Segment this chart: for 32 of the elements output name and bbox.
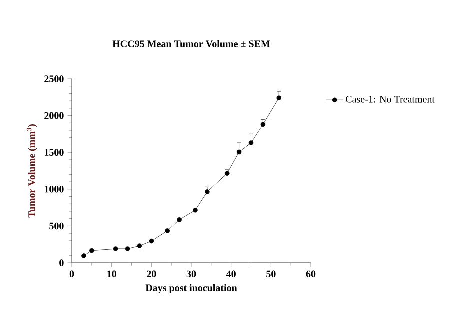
x-tick-label: 0	[70, 270, 74, 278]
y-tick-label: 2000	[44, 112, 64, 120]
y-tick-label: 1500	[45, 149, 64, 156]
point	[236, 150, 242, 155]
y-axis-title: Tumor Volume (mm$^{3}$)	[26, 124, 38, 218]
legend-label: Case-1: No Treatment	[346, 96, 435, 103]
x-tick-label: 60	[306, 270, 316, 278]
y-tick-label: 500	[50, 222, 64, 230]
point	[149, 238, 154, 244]
point	[193, 208, 198, 213]
point	[248, 140, 254, 146]
point	[137, 244, 142, 248]
y-tick-label: 1000	[45, 186, 64, 193]
point	[177, 218, 182, 222]
x-tick-label: 30	[186, 270, 196, 278]
point	[125, 246, 130, 252]
point	[276, 96, 282, 101]
point	[82, 254, 86, 258]
y-tick-label: 2500	[44, 76, 64, 82]
x-tick-label: 20	[147, 270, 156, 278]
chart-title: HCC95 Mean Tumor Volume ± SEM	[112, 40, 270, 48]
y-tick-label: 0	[60, 260, 64, 266]
point	[113, 246, 118, 252]
x-tick-label: 10	[108, 270, 116, 278]
point	[260, 122, 266, 128]
point	[224, 171, 230, 176]
point	[205, 190, 210, 194]
x-axis-title: Days post inoculation	[146, 284, 238, 294]
x-tick-label: 50	[266, 270, 276, 278]
x-tick-label: 40	[226, 270, 236, 278]
point	[90, 248, 94, 254]
point	[165, 228, 170, 234]
